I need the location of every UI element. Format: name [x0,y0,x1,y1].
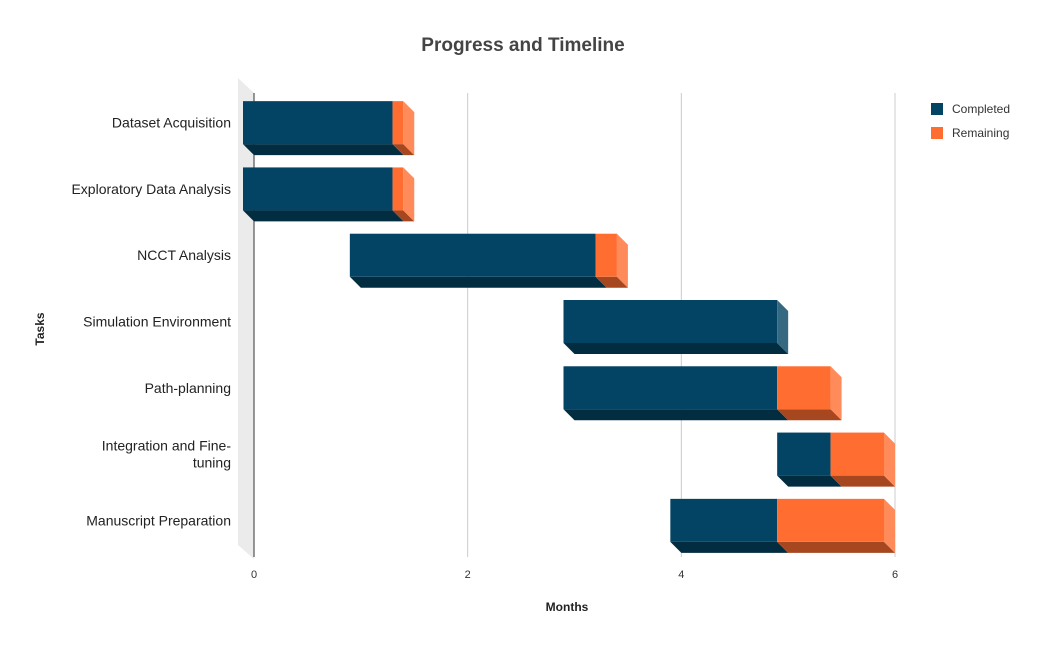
bar-front-face [830,432,884,476]
y-axis-title: Tasks [33,312,47,345]
chart-title: Progress and Timeline [421,35,624,56]
bar-bottom-face [670,541,789,553]
category-label: tuning [193,455,231,471]
category-label: Exploratory Data Analysis [71,181,231,197]
x-tick-label: 6 [892,569,898,581]
bar-segment [777,366,842,421]
bar-bottom-face [563,409,789,421]
bar-end-face [777,300,789,354]
bar-segment [563,366,789,421]
bar-bottom-face [595,276,628,288]
bar-segment [392,167,415,222]
bar-segment [830,432,895,487]
x-tick-label: 2 [465,569,471,581]
bar-segment [670,498,789,553]
bar-segment [595,233,628,288]
bar-front-face [563,300,778,343]
x-tick-label: 0 [251,569,257,581]
bar-end-face [403,101,415,156]
legend: Completed Remaining [931,102,1010,140]
bar-bottom-face [392,144,415,156]
category-label: Simulation Environment [83,314,231,330]
bar-bottom-face [349,276,607,288]
category-label: Path-planning [145,380,231,396]
category-label: Integration and Fine- [102,438,232,454]
bar-bottom-face [243,210,404,222]
bar-front-face [392,167,404,211]
bar-layer [243,101,895,553]
bar-front-face [563,366,778,410]
bar-front-face [243,167,393,211]
bar-segment [563,300,789,354]
legend-swatch [931,103,943,115]
legend-swatch [931,127,943,139]
bar-front-face [670,498,778,542]
bar-bottom-face [392,210,415,222]
bar-bottom-face [243,144,404,156]
bar-front-face [595,233,617,277]
bar-front-face [777,432,831,476]
bar-segment [392,101,415,156]
legend-label: Remaining [952,126,1009,140]
bar-end-face [884,498,895,553]
bar-end-face [403,167,415,222]
bar-bottom-face [830,475,895,487]
bar-segment [777,498,895,553]
x-axis-title: Months [546,600,589,614]
bar-segment [777,432,842,487]
legend-label: Completed [952,102,1010,116]
bar-bottom-face [777,475,842,487]
bar-bottom-face [563,343,789,354]
bar-front-face [777,498,884,542]
bar-bottom-face [777,409,842,421]
bar-front-face [392,101,404,145]
bar-front-face [349,233,596,277]
bar-end-face [616,233,628,288]
bar-segment [243,167,404,222]
category-label: Dataset Acquisition [112,115,231,131]
bar-front-face [777,366,831,410]
bar-end-face [830,366,842,421]
bar-front-face [243,101,393,145]
bar-end-face [884,432,895,487]
bar-segment [349,233,607,288]
x-tick-label: 4 [678,569,684,581]
category-label: NCCT Analysis [137,247,231,263]
bar-bottom-face [777,541,895,553]
bar-segment [243,101,404,156]
label-layer: 0 2 4 6 Dataset Acquisition Exploratory Data … [71,115,898,581]
category-label: Manuscript Preparation [86,512,231,528]
